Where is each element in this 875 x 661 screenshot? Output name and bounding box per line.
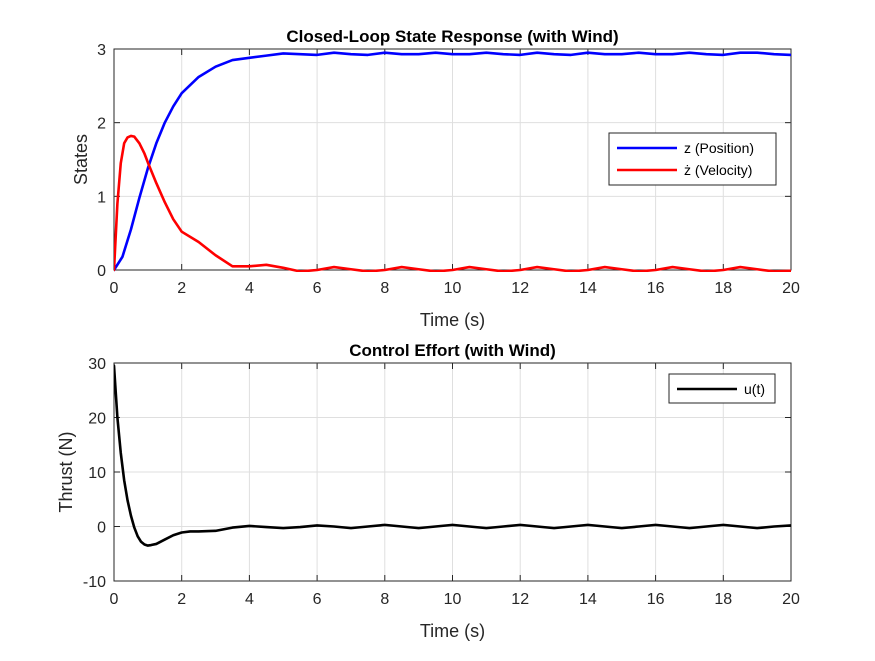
y-tick-label: 3 <box>97 42 106 59</box>
state-response-plot: Closed-Loop State Response (with Wind) T… <box>71 27 800 330</box>
x-tick-label: 0 <box>110 280 119 297</box>
x-axis-label: Time (s) <box>420 621 485 641</box>
legend-entry: ż (Velocity) <box>684 162 752 178</box>
chart-title: Closed-Loop State Response (with Wind) <box>286 27 618 46</box>
x-tick-label: 14 <box>579 591 597 608</box>
series-line-0 <box>114 364 791 547</box>
y-tick-label: 10 <box>88 465 106 482</box>
control-effort-plot: Control Effort (with Wind) Time (s) Thru… <box>56 341 800 641</box>
x-axis-label: Time (s) <box>420 310 485 330</box>
y-tick-label: -10 <box>83 574 106 591</box>
x-tick-label: 20 <box>782 280 800 297</box>
legend-box <box>608 132 777 186</box>
x-tick-label: 12 <box>511 591 529 608</box>
legend-entry: z (Position) <box>684 140 754 156</box>
grid-lines <box>114 363 791 581</box>
x-tick-label: 10 <box>444 591 462 608</box>
x-tick-label: 16 <box>647 280 665 297</box>
x-tick-label: 8 <box>380 591 389 608</box>
legend-entry: u(t) <box>744 381 765 397</box>
x-tick-label: 20 <box>782 591 800 608</box>
x-tick-label: 4 <box>245 280 254 297</box>
y-axis-label: States <box>71 134 91 185</box>
x-tick-label: 18 <box>714 591 732 608</box>
series-line-1 <box>114 134 791 272</box>
x-tick-label: 6 <box>313 280 322 297</box>
y-tick-label: 2 <box>97 116 106 133</box>
x-tick-label: 4 <box>245 591 254 608</box>
legend: z (Position) ż (Velocity) <box>608 132 777 186</box>
x-tick-label: 16 <box>647 591 665 608</box>
y-tick-label: 0 <box>97 263 106 280</box>
x-tick-label: 6 <box>313 591 322 608</box>
y-tick-label: 1 <box>97 189 106 206</box>
x-tick-label: 14 <box>579 280 597 297</box>
y-tick-label: 0 <box>97 520 106 537</box>
legend: u(t) <box>668 373 776 404</box>
x-tick-label: 2 <box>177 591 186 608</box>
series-line-0 <box>114 51 791 272</box>
x-tick-label: 10 <box>444 280 462 297</box>
x-tick-label: 0 <box>110 591 119 608</box>
y-tick-label: 20 <box>88 411 106 428</box>
y-tick-label: 30 <box>88 356 106 373</box>
y-axis-label: Thrust (N) <box>56 432 76 513</box>
x-tick-label: 18 <box>714 280 732 297</box>
x-tick-label: 8 <box>380 280 389 297</box>
x-tick-label: 12 <box>511 280 529 297</box>
chart-title: Control Effort (with Wind) <box>349 341 556 360</box>
x-tick-label: 2 <box>177 280 186 297</box>
